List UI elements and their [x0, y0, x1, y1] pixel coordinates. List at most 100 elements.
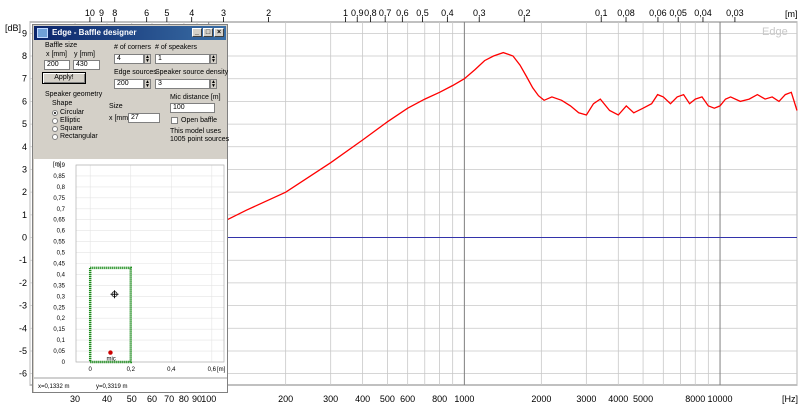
y-axis-unit: [dB]	[5, 23, 21, 33]
baffle-outline[interactable]	[88, 266, 132, 364]
edge-sources-spinner[interactable]: ▲ ▼	[144, 79, 151, 89]
x-tick-label: 600	[400, 394, 415, 404]
maximize-button[interactable]: □	[203, 28, 213, 37]
open-baffle-label: Open baffle	[181, 117, 218, 124]
shape-circular-radio[interactable]	[52, 110, 58, 116]
x-tick-label: 10000	[708, 394, 733, 404]
y-tick-label: 9	[22, 28, 27, 38]
top-tick-label: 0,6	[396, 8, 409, 18]
top-tick-label: 0,03	[726, 8, 744, 18]
apply-button[interactable]: Apply!	[42, 72, 86, 84]
geometry-grid	[75, 164, 225, 363]
shape-rectangular-label: Rectangular	[60, 133, 98, 140]
top-tick-label: 8	[112, 8, 117, 18]
size-x-label: x [mm]	[109, 115, 130, 122]
geometry-y-tick-label: 0,6	[57, 229, 66, 235]
x-tick-label: 500	[380, 394, 395, 404]
mic-distance-label: Mic distance [m]	[170, 94, 221, 101]
geometry-y-tick-label: 0,1	[57, 338, 66, 344]
y-tick-label: -1	[19, 255, 27, 265]
y-tick-label: 3	[22, 164, 27, 174]
y-tick-label: -5	[19, 346, 27, 356]
geometry-y-tick-label: 0,4	[57, 272, 66, 278]
response-curve	[223, 51, 798, 223]
top-axis-unit: [m]	[785, 9, 798, 19]
top-tick-label: 0,08	[617, 8, 635, 18]
top-tick-label: 0,1	[595, 8, 608, 18]
top-tick-label: 0,3	[473, 8, 486, 18]
shape-rectangular-radio[interactable]	[52, 134, 58, 140]
top-tick-label: 0,4	[441, 8, 454, 18]
geometry-y-tick-label: 0,45	[53, 262, 65, 268]
geometry-y-tick-label: 0,55	[53, 240, 65, 246]
source-density-spinner[interactable]: ▲ ▼	[210, 79, 217, 89]
wavelength-axis: 10 9 8 6 5 4 3 2 1 0,9 0,8 0,7 0,6 0,5 0,4 0,3 0,2 0,1 0,0…	[85, 8, 744, 22]
geometry-y-tick-label: 0,85	[53, 174, 65, 180]
y-axis: -6 -5 -4 -3 -2 -1 0 1 2 3 4 5 6 7 8 9	[19, 28, 27, 378]
geometry-y-tick-label: 0,9	[57, 163, 66, 169]
top-tick-label: 0,8	[364, 8, 377, 18]
geometry-x-unit: [m]	[217, 367, 226, 373]
geometry-y-tick-label: 0,3	[57, 294, 66, 300]
point-sources-line1: This model uses	[170, 128, 221, 135]
top-tick-label: 9	[99, 8, 104, 18]
y-tick-label: 7	[22, 74, 27, 84]
geometry-y-tick-label: 0,65	[53, 218, 65, 224]
top-tick-label: 2	[266, 8, 271, 18]
x-tick-label: 60	[147, 394, 157, 404]
top-tick-label: 1	[343, 8, 348, 18]
x-tick-label: 800	[432, 394, 447, 404]
shape-square-radio[interactable]	[52, 126, 58, 132]
mic-distance-input[interactable]: 100	[170, 103, 215, 113]
geometry-y-tick-label: 0,15	[53, 327, 65, 333]
speakers-spinner[interactable]: ▲ ▼	[210, 54, 217, 64]
x-tick-label: 30	[70, 394, 80, 404]
shape-elliptic-radio[interactable]	[52, 118, 58, 124]
speaker-size-input[interactable]: 27	[128, 113, 160, 123]
baffle-geometry-plot[interactable]: 0,9 0,85 0,8 0,75 0,7 0,65 0,6 0,55 0,5 0,45 0,4 0,…	[34, 159, 227, 392]
top-tick-label: 0,04	[694, 8, 712, 18]
geometry-frame	[75, 164, 225, 363]
source-density-input[interactable]: 3	[155, 79, 210, 89]
x-tick-label: 8000	[685, 394, 705, 404]
geometry-y-tick-label: 0,25	[53, 305, 65, 311]
speaker-crosshair-icon[interactable]	[110, 290, 119, 299]
y-tick-label: -4	[19, 323, 27, 333]
open-baffle-checkbox[interactable]	[171, 117, 178, 124]
geometry-y-tick-label: 0,2	[57, 316, 66, 322]
y-tick-label: 8	[22, 51, 27, 61]
minimize-button[interactable]: _	[192, 28, 202, 37]
x-tick-label: 70	[164, 394, 174, 404]
size-label: Size	[109, 103, 123, 110]
corners-spinner[interactable]: ▲ ▼	[144, 54, 151, 64]
y-tick-label: 4	[22, 142, 27, 152]
y-tick-label: 0	[22, 233, 27, 243]
geometry-y-tick-label: 0	[62, 360, 66, 366]
y-tick-label: -6	[19, 369, 27, 379]
top-tick-label: 0,5	[416, 8, 429, 18]
window-title-bar[interactable]: Edge - Baffle designer _ □ ×	[34, 26, 226, 40]
geometry-y-tick-label: 0,7	[57, 207, 66, 213]
top-tick-label: 3	[221, 8, 226, 18]
baffle-designer-window[interactable]: Edge - Baffle designer _ □ × Baffle size…	[32, 24, 230, 393]
point-sources-line2: 1005 point sources	[170, 136, 230, 143]
baffle-x-input[interactable]: 200	[44, 60, 70, 70]
edge-sources-input[interactable]: 200	[114, 79, 144, 89]
x-axis: 30 40 50 60 70 80 90 100 200 300 400 500 600 800 1000 2…	[70, 394, 733, 404]
shape-square-label: Square	[60, 125, 83, 132]
geometry-x-tick-label: 0,2	[127, 367, 136, 373]
baffle-y-input[interactable]: 430	[73, 60, 100, 70]
close-button[interactable]: ×	[214, 28, 224, 37]
top-tick-label: 0,2	[518, 8, 531, 18]
corners-input[interactable]: 4	[114, 54, 144, 64]
x-tick-label: 100	[201, 394, 216, 404]
corners-label: # of corners	[114, 44, 151, 51]
geometry-y-tick-label: 0,35	[53, 283, 65, 289]
mic-marker[interactable]	[108, 350, 113, 355]
speakers-input[interactable]: 1	[155, 54, 210, 64]
x-tick-label: 40	[102, 394, 112, 404]
shape-circular-label: Circular	[60, 109, 85, 116]
x-tick-label: 4000	[608, 394, 628, 404]
x-mm-label: x [mm]	[46, 51, 67, 58]
top-tick-label: 6	[144, 8, 149, 18]
